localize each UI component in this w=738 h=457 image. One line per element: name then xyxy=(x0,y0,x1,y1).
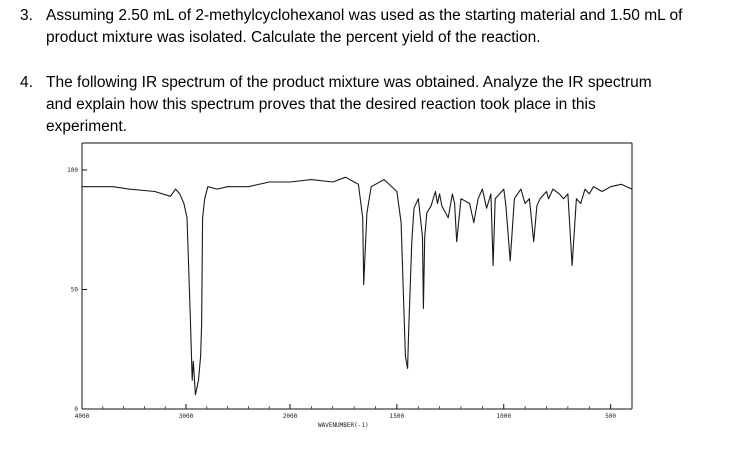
x-tick-label: 2000 xyxy=(283,413,298,420)
question-line: The following IR spectrum of the product… xyxy=(46,74,652,91)
x-tick-label: 1000 xyxy=(497,413,512,420)
y-tick-label: 50 xyxy=(71,287,79,294)
question-number: 4. xyxy=(20,74,33,91)
x-tick-label: 4000 xyxy=(75,413,90,420)
x-tick-label: 1500 xyxy=(390,413,405,420)
question-line: Assuming 2.50 mL of 2-methylcyclohexanol… xyxy=(46,7,683,24)
question-text: The following IR spectrum of the product… xyxy=(46,72,652,138)
question-line: and explain how this spectrum proves tha… xyxy=(46,96,596,113)
y-tick-label: 0 xyxy=(74,406,78,413)
x-tick-label: 500 xyxy=(605,413,616,420)
x-axis-ticks: 4000 3000 2000 1500 1000 500 xyxy=(75,404,633,420)
x-axis-label: WAVENUMBER(-1) xyxy=(318,422,369,429)
question-number: 3. xyxy=(20,7,33,24)
question-line: product mixture was isolated. Calculate … xyxy=(46,29,541,46)
question-text: Assuming 2.50 mL of 2-methylcyclohexanol… xyxy=(46,5,682,49)
y-axis-ticks: 100 50 0 xyxy=(67,167,87,413)
question-line: experiment. xyxy=(46,118,127,135)
plot-frame xyxy=(81,142,633,410)
x-tick-label: 3000 xyxy=(179,413,194,420)
spectrum-trace xyxy=(82,176,633,396)
y-tick-label: 100 xyxy=(67,167,78,174)
